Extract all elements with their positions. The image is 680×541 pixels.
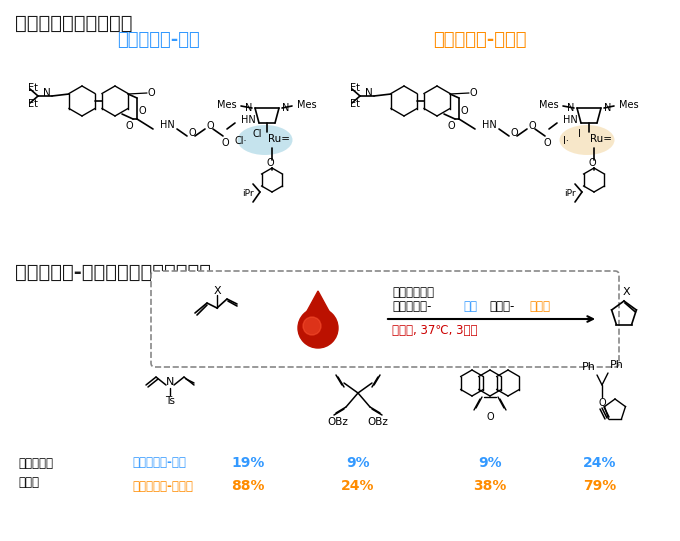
Text: ルテニウム-: ルテニウム- [392, 300, 431, 313]
Text: ルテニウム-ヨウ素: ルテニウム-ヨウ素 [433, 31, 527, 49]
Circle shape [303, 317, 321, 335]
Text: 19%: 19% [231, 456, 265, 470]
Text: Et: Et [28, 83, 38, 93]
Text: N: N [166, 377, 174, 387]
Text: Cl: Cl [252, 129, 262, 139]
Text: Cl·: Cl· [235, 136, 247, 146]
Text: Ts: Ts [165, 396, 175, 406]
Text: Et: Et [350, 99, 360, 109]
Text: I·: I· [563, 136, 569, 146]
Text: HN: HN [482, 120, 497, 130]
Text: O: O [447, 121, 455, 131]
Text: N: N [282, 103, 290, 113]
FancyBboxPatch shape [151, 271, 619, 367]
Text: O: O [528, 121, 536, 131]
Text: O: O [125, 121, 133, 131]
Text: 79%: 79% [583, 479, 617, 493]
Text: O: O [486, 412, 494, 422]
Polygon shape [306, 291, 330, 313]
Text: Ru=: Ru= [590, 134, 612, 144]
Text: Et: Et [28, 99, 38, 109]
Text: HN: HN [563, 115, 578, 125]
Text: 塩素: 塩素 [463, 300, 477, 313]
Text: HN: HN [160, 120, 175, 130]
Text: O: O [598, 398, 606, 408]
Text: iPr: iPr [242, 188, 254, 197]
Text: N: N [365, 88, 373, 98]
Text: 88%: 88% [231, 479, 265, 493]
Text: O: O [148, 88, 156, 98]
Text: O: O [138, 106, 146, 116]
Text: 血液中での
変換率: 血液中での 変換率 [18, 457, 53, 489]
Text: ルテニウム触媒の構造: ルテニウム触媒の構造 [15, 14, 133, 33]
Text: O: O [206, 121, 214, 131]
Text: Mes: Mes [218, 100, 237, 110]
Text: 24%: 24% [341, 479, 375, 493]
Text: 血液中, 37℃, 3時間: 血液中, 37℃, 3時間 [392, 325, 477, 338]
Ellipse shape [237, 125, 292, 155]
Text: iPr: iPr [564, 188, 576, 197]
Text: N: N [245, 103, 252, 113]
Text: Ph: Ph [582, 362, 596, 372]
Text: ルテニウム-ヨウ素: ルテニウム-ヨウ素 [132, 479, 193, 492]
Text: X: X [214, 286, 221, 296]
Text: Ru=: Ru= [268, 134, 290, 144]
Text: 24%: 24% [583, 456, 617, 470]
Ellipse shape [560, 125, 615, 155]
Text: O: O [510, 128, 517, 138]
Circle shape [298, 308, 338, 348]
Text: 9%: 9% [346, 456, 370, 470]
Text: O: O [470, 88, 477, 98]
Text: Ph: Ph [610, 360, 624, 370]
Text: OBz: OBz [328, 417, 348, 427]
Text: O: O [266, 158, 274, 168]
Text: N: N [43, 88, 51, 98]
Text: アルブミン＋: アルブミン＋ [392, 287, 434, 300]
Text: 9%: 9% [478, 456, 502, 470]
Text: ルテニウム-塩素: ルテニウム-塩素 [117, 31, 199, 49]
Text: Mes: Mes [539, 100, 559, 110]
Text: ルテニウム-塩素: ルテニウム-塩素 [132, 457, 186, 470]
Text: 38%: 38% [473, 479, 507, 493]
Text: Mes: Mes [297, 100, 317, 110]
Text: HN: HN [241, 115, 256, 125]
Text: O: O [543, 138, 551, 148]
Text: X: X [622, 287, 630, 297]
Text: O: O [188, 128, 196, 138]
Text: Et: Et [350, 83, 360, 93]
Text: Mes: Mes [619, 100, 639, 110]
Text: O: O [588, 158, 596, 168]
Text: I: I [577, 129, 581, 139]
Text: ヨウ素: ヨウ素 [529, 300, 550, 313]
Text: O: O [221, 138, 228, 148]
Text: N: N [604, 103, 611, 113]
Text: または-: または- [489, 300, 514, 313]
Text: ルテニウム-ヨウ素の血液中での活性: ルテニウム-ヨウ素の血液中での活性 [15, 263, 211, 282]
Text: N: N [566, 103, 574, 113]
Text: O: O [460, 106, 468, 116]
Text: OBz: OBz [368, 417, 388, 427]
